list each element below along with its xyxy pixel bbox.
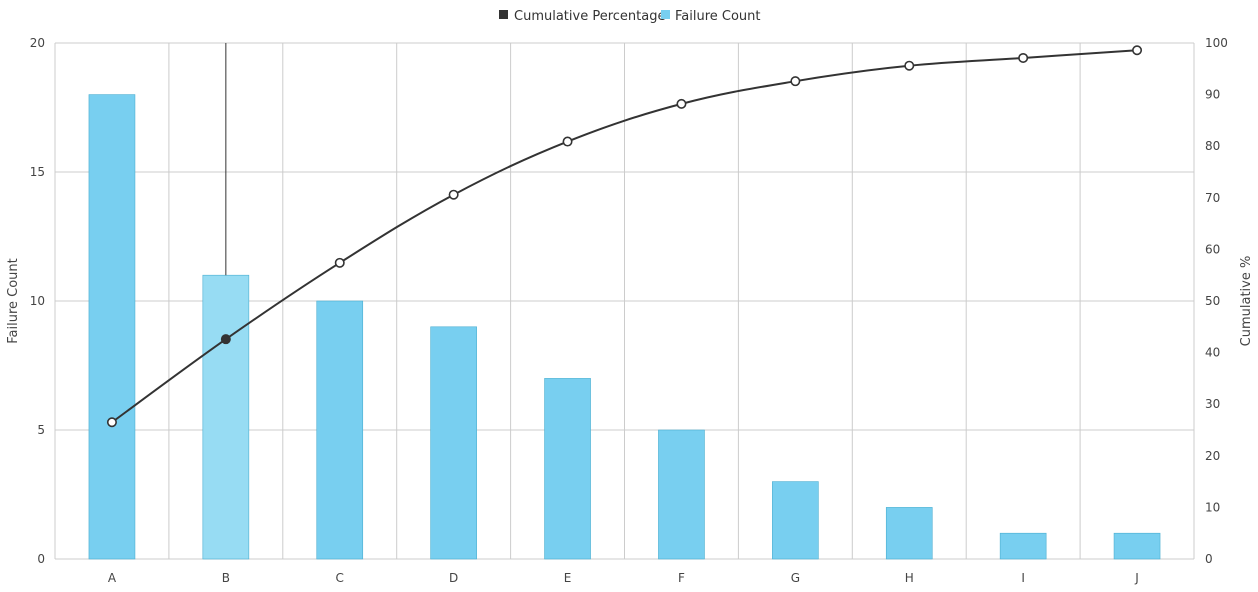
bar-e[interactable]	[544, 378, 591, 560]
x-tick-label: D	[449, 571, 458, 585]
cumulative-line-series	[106, 45, 1143, 428]
legend-label-cumulative: Cumulative Percentage	[514, 9, 665, 24]
x-tick-label: E	[564, 571, 572, 585]
bar-h[interactable]	[885, 507, 933, 560]
x-tick-label: C	[336, 571, 344, 585]
legend-swatch-cumulative	[499, 10, 508, 19]
y-tick-label-left: 5	[37, 423, 45, 437]
y-tick-label-left: 0	[37, 552, 45, 566]
axes: 0 5 10 15 20 0 10 20 30 40 50 60 70 80 90 100 A B C D E F G H I J	[30, 36, 1228, 585]
y-tick-label-right: 100	[1205, 36, 1228, 50]
cumulative-point-h[interactable]	[904, 60, 915, 71]
bar-g[interactable]	[772, 481, 819, 560]
x-tick-label: H	[905, 571, 914, 585]
cumulative-point-g[interactable]	[790, 76, 801, 87]
y-tick-label-right: 0	[1205, 552, 1213, 566]
cumulative-point-c[interactable]	[334, 257, 345, 268]
y-axis-title-right: Cumulative %	[1239, 256, 1254, 347]
cumulative-point-d[interactable]	[448, 189, 459, 200]
cumulative-point-e[interactable]	[562, 136, 573, 147]
y-tick-label-left: 15	[30, 165, 45, 179]
x-tick-label: G	[791, 571, 800, 585]
bar-i[interactable]	[999, 532, 1047, 560]
y-axis-title-left: Failure Count	[6, 258, 21, 344]
legend: Cumulative Percentage Failure Count	[499, 9, 761, 24]
y-tick-label-right: 30	[1205, 397, 1220, 411]
y-tick-label-right: 60	[1205, 242, 1220, 256]
x-tick-label: I	[1021, 571, 1025, 585]
cumulative-point-b[interactable]	[220, 334, 231, 345]
bar-a[interactable]	[88, 94, 136, 560]
legend-item-failure-count[interactable]: Failure Count	[661, 9, 761, 24]
legend-swatch-failure-count	[661, 10, 670, 19]
bar-d[interactable]	[430, 326, 477, 560]
y-tick-label-right: 40	[1205, 346, 1220, 360]
cumulative-line	[111, 49, 1138, 424]
cumulative-point-a[interactable]	[106, 417, 117, 428]
bar-b[interactable]	[202, 274, 250, 560]
y-tick-label-right: 70	[1205, 191, 1220, 205]
x-tick-label: F	[678, 571, 685, 585]
y-tick-label-left: 20	[30, 36, 45, 50]
y-tick-label-right: 20	[1205, 449, 1220, 463]
legend-item-cumulative[interactable]: Cumulative Percentage	[499, 9, 665, 24]
x-tick-label: J	[1134, 571, 1139, 585]
y-tick-label-right: 80	[1205, 139, 1220, 153]
cumulative-point-j[interactable]	[1132, 45, 1143, 56]
x-tick-label: A	[108, 571, 117, 585]
bar-j[interactable]	[1113, 532, 1161, 560]
bar-series	[88, 94, 1161, 560]
legend-label-failure-count: Failure Count	[675, 9, 761, 24]
bar-f[interactable]	[658, 429, 705, 560]
y-tick-label-right: 50	[1205, 294, 1220, 308]
cumulative-point-f[interactable]	[676, 98, 687, 109]
y-tick-label-right: 10	[1205, 500, 1220, 514]
x-tick-label: B	[222, 571, 230, 585]
cumulative-point-i[interactable]	[1018, 52, 1029, 63]
y-tick-label-left: 10	[30, 294, 45, 308]
y-tick-label-right: 90	[1205, 88, 1220, 102]
bar-c[interactable]	[316, 300, 364, 560]
